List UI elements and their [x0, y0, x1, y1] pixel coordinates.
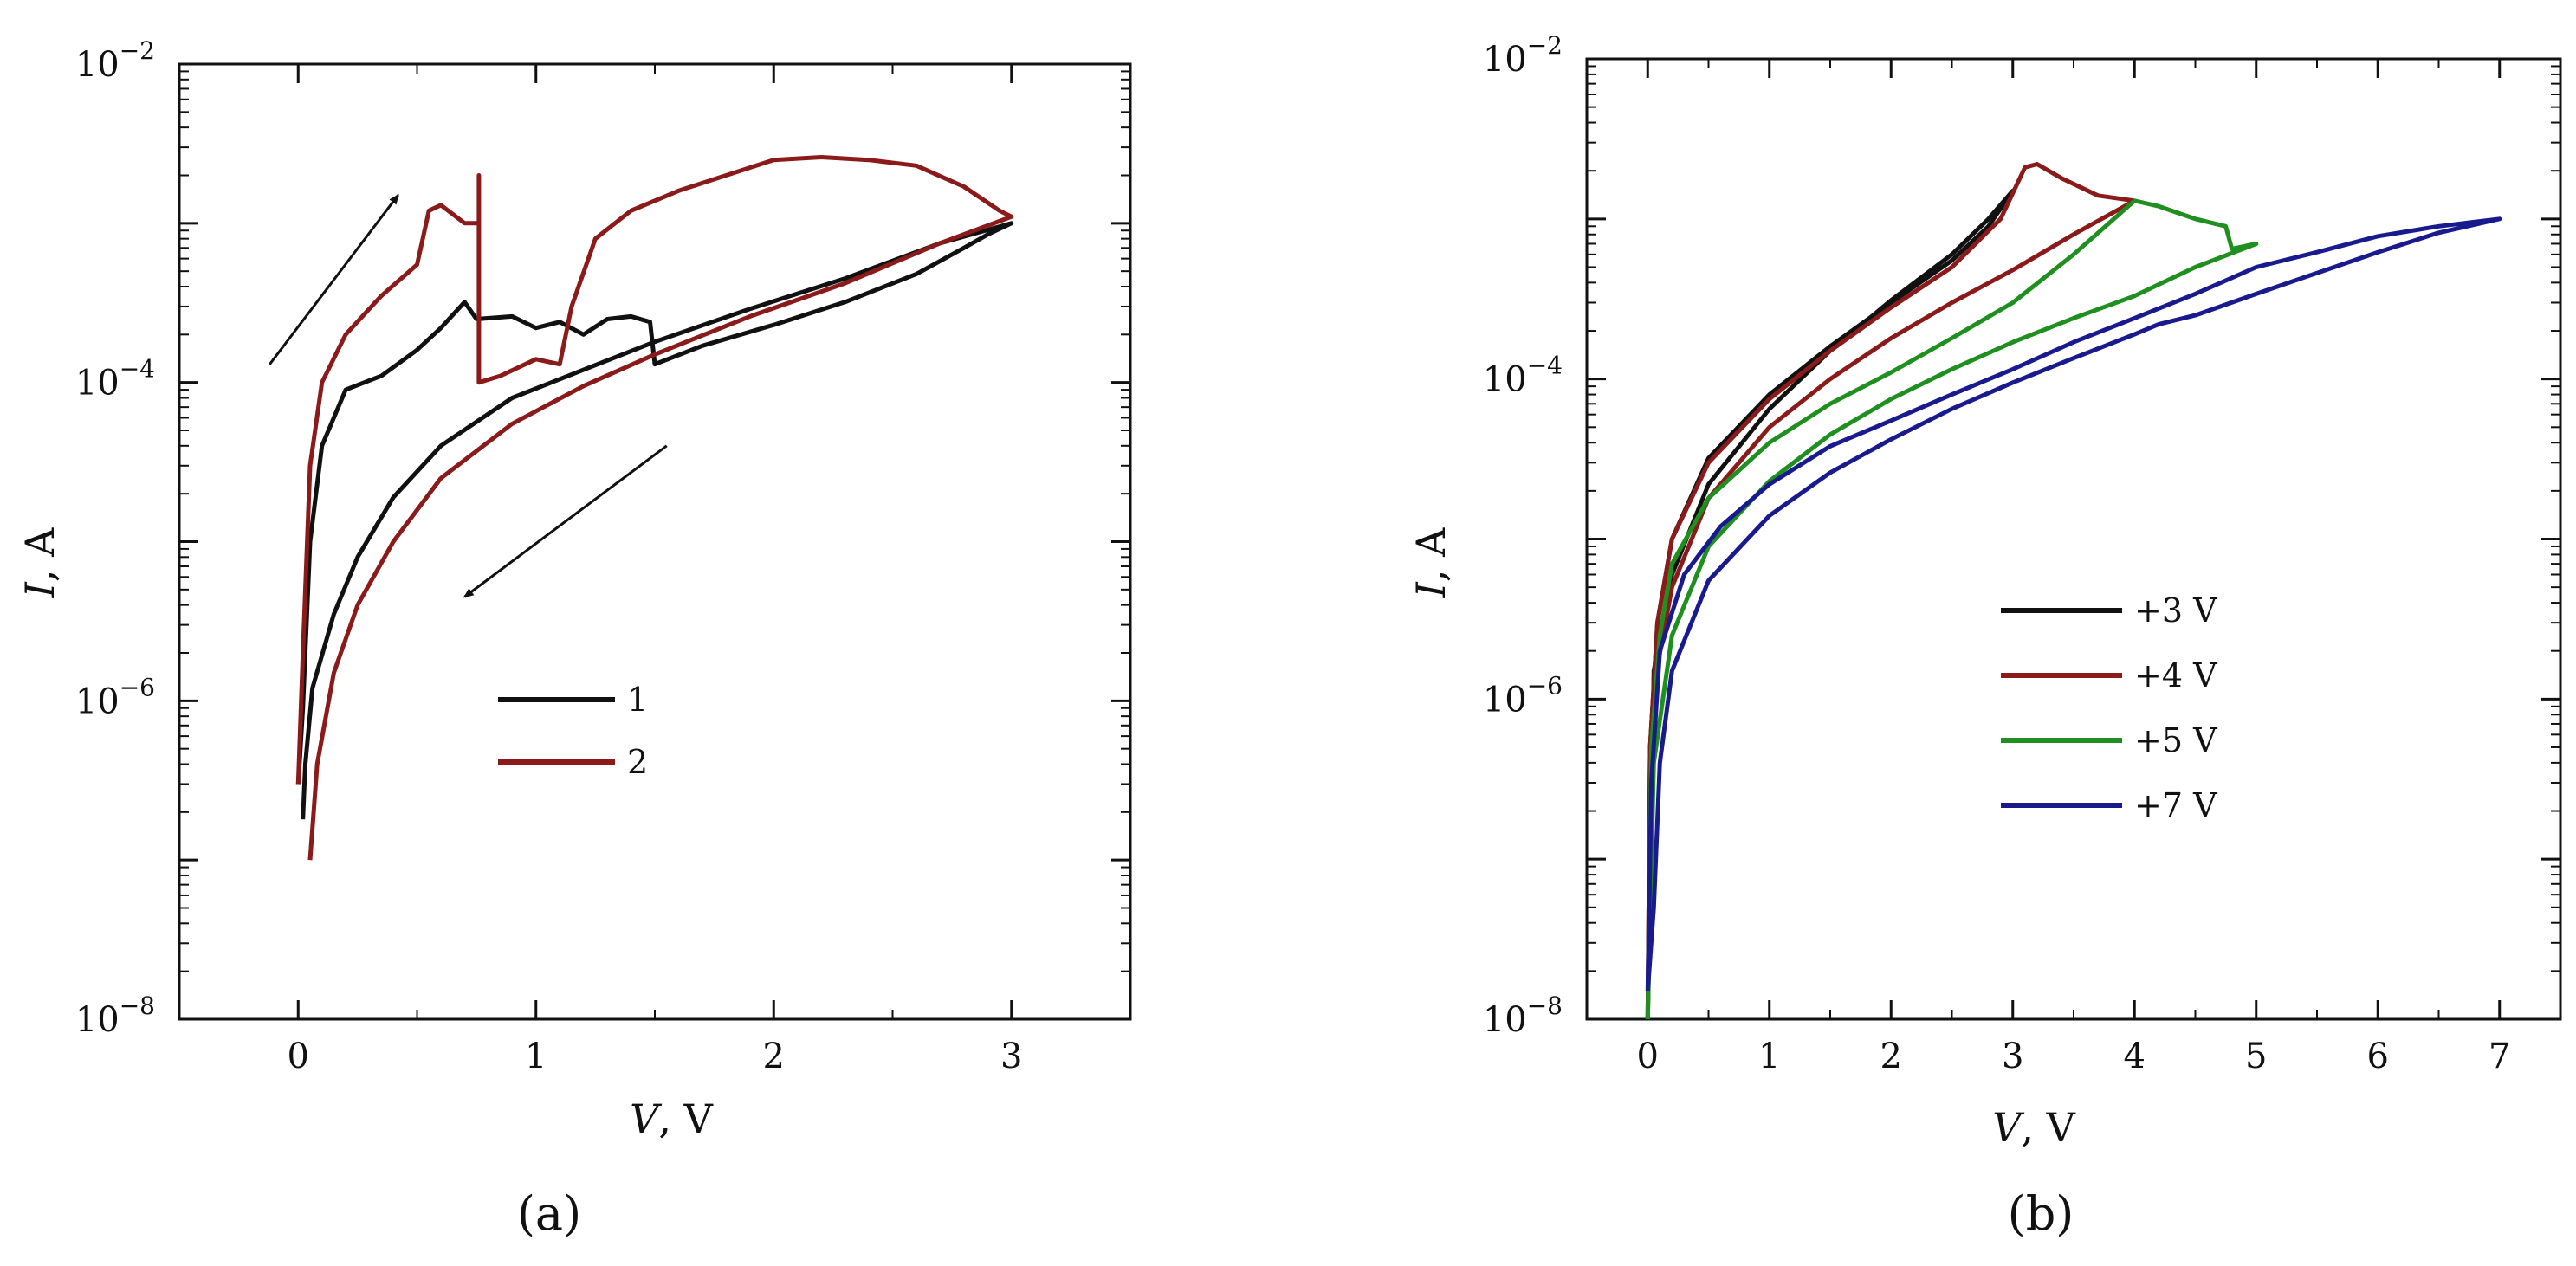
series-line-b-3	[1645, 198, 2259, 1020]
plot-area-b: 10−810−610−410−20 1 2 3 4 5 6 7+3 V+4 V+5 V+7 V	[1483, 31, 2562, 1076]
x-axis-unit-b: , V	[2021, 1104, 2075, 1151]
y-tick-label-b: 10−2	[1483, 31, 1563, 80]
x-axis-unit-a: , V	[658, 1095, 713, 1142]
x-tick-label-b: 7	[2489, 1037, 2510, 1076]
y-axis-label-a: I, A	[16, 527, 63, 598]
y-tick-exponent: −6	[1527, 671, 1563, 700]
x-axis-label-a: V, V	[630, 1095, 713, 1142]
x-tick-label-a: 1	[525, 1037, 547, 1076]
y-axis-var-b: I	[1408, 581, 1454, 598]
y-tick-exponent: −4	[120, 355, 155, 384]
y-axis-var-a: I	[16, 581, 63, 598]
y-tick-label-a: 10−4	[75, 355, 155, 404]
y-axis-label-b: I, A	[1408, 527, 1454, 598]
x-tick-label-a: 3	[1000, 1037, 1022, 1076]
axes-frame-a	[178, 62, 1132, 1021]
y-tick-base: 10	[75, 1000, 120, 1040]
x-tick-label-a: 0	[288, 1037, 309, 1076]
y-axis-unit-b: , A	[1408, 527, 1454, 582]
legend-label-b-3: +5 V	[2134, 721, 2217, 759]
y-tick-label-a: 10−2	[75, 36, 155, 85]
series-line-a-2	[295, 155, 1014, 861]
direction-arrow-down	[463, 444, 668, 598]
axes-frame-b	[1585, 57, 2562, 1021]
y-tick-label-b: 10−6	[1483, 671, 1563, 720]
x-tick-label-b: 1	[1758, 1037, 1780, 1076]
x-axis-var-a: V	[630, 1095, 663, 1142]
y-tick-base: 10	[75, 364, 120, 404]
y-tick-base: 10	[1483, 1000, 1527, 1040]
legend-label-b-4: +7 V	[2134, 786, 2217, 824]
legend-label-b-1: +3 V	[2134, 591, 2217, 630]
x-tick-label-b: 2	[1880, 1037, 1902, 1076]
y-tick-label-a: 10−6	[75, 673, 155, 721]
x-tick-label-b: 0	[1637, 1037, 1659, 1076]
y-tick-base: 10	[1483, 40, 1527, 80]
plot-area-a: 10−810−610−410−20 1 2 312	[75, 36, 1132, 1076]
y-tick-exponent: −8	[120, 991, 155, 1020]
y-tick-label-a: 10−8	[75, 991, 155, 1040]
panel-a: 10−810−610−410−20 1 2 312 V, V I, A (a)	[16, 36, 1132, 1241]
series-line-b-4	[1645, 216, 2502, 991]
y-tick-label-b: 10−8	[1483, 991, 1563, 1040]
y-tick-exponent: −2	[1527, 31, 1563, 60]
y-tick-label-b: 10−4	[1483, 352, 1563, 400]
y-tick-base: 10	[1483, 680, 1527, 720]
x-tick-label-b: 4	[2124, 1037, 2146, 1076]
panel-caption-a: (a)	[517, 1186, 581, 1241]
y-tick-exponent: −8	[1527, 991, 1563, 1020]
x-tick-label-b: 3	[2002, 1037, 2023, 1076]
x-tick-label-b: 5	[2245, 1037, 2267, 1076]
direction-arrow-up	[269, 193, 399, 365]
y-tick-base: 10	[1483, 360, 1527, 400]
x-axis-label-b: V, V	[1992, 1104, 2075, 1151]
legend-label-b-2: +4 V	[2134, 656, 2217, 694]
legend-label-a-2: 2	[627, 743, 648, 781]
x-tick-label-a: 2	[763, 1037, 785, 1076]
y-tick-base: 10	[75, 681, 120, 721]
x-axis-var-b: V	[1992, 1104, 2025, 1151]
y-axis-unit-a: , A	[16, 527, 63, 582]
panel-caption-b: (b)	[2008, 1186, 2074, 1241]
panel-b: 10−810−610−410−20 1 2 3 4 5 6 7+3 V+4 V+5 V+7 V…	[1408, 31, 2562, 1241]
series-line-a-1	[295, 221, 1014, 820]
y-tick-exponent: −4	[1527, 352, 1563, 380]
series-line-b-1	[1645, 188, 2016, 1020]
series-line-b-2	[1645, 162, 2137, 1020]
x-tick-label-b: 6	[2367, 1037, 2389, 1076]
legend-label-a-1: 1	[627, 681, 648, 719]
y-tick-exponent: −2	[120, 36, 155, 65]
y-tick-exponent: −6	[120, 673, 155, 701]
y-tick-base: 10	[75, 45, 120, 85]
